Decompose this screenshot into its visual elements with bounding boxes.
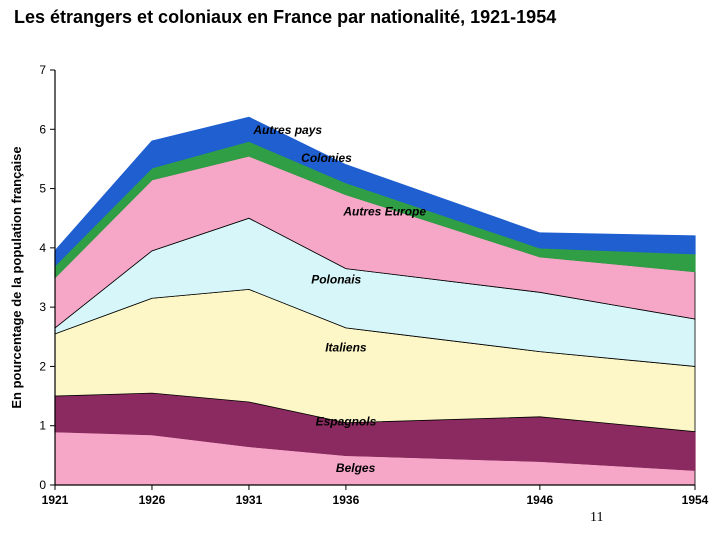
series-label: Espagnols (316, 415, 377, 429)
chart-svg: 0 1 2 3 4 5 6 7 1921 1926 1931 1936 1946 1954 En pourc… (0, 60, 720, 530)
y-tick-label: 1 (39, 419, 46, 433)
x-tick-label: 1931 (236, 493, 263, 507)
series-label: Autres pays (252, 123, 322, 137)
page-title: Les étrangers et coloniaux en France par… (14, 6, 706, 29)
y-axis-label: En pourcentage de la population français… (9, 146, 24, 408)
area-chart: 0 1 2 3 4 5 6 7 1921 1926 1931 1936 1946 1954 En pourc… (0, 60, 720, 540)
series-label: Polonais (311, 272, 361, 286)
x-tick-label: 1921 (42, 493, 69, 507)
x-tick-label: 1946 (526, 493, 553, 507)
y-tick-label: 7 (39, 63, 46, 77)
y-tick-label: 4 (39, 241, 46, 255)
y-tick-label: 2 (39, 359, 46, 373)
page-number: 11 (590, 510, 603, 526)
y-tick-label: 5 (39, 182, 46, 196)
y-tick-label: 6 (39, 122, 46, 136)
series-label: Autres Europe (342, 204, 426, 218)
x-tick-label: 1936 (333, 493, 360, 507)
series-label: Italiens (325, 341, 367, 355)
y-tick-label: 0 (39, 478, 46, 492)
series-label: Colonies (301, 151, 352, 165)
series-label: Belges (336, 461, 376, 475)
x-tick-label: 1954 (682, 493, 709, 507)
x-tick-label: 1926 (139, 493, 166, 507)
y-tick-label: 3 (39, 300, 46, 314)
